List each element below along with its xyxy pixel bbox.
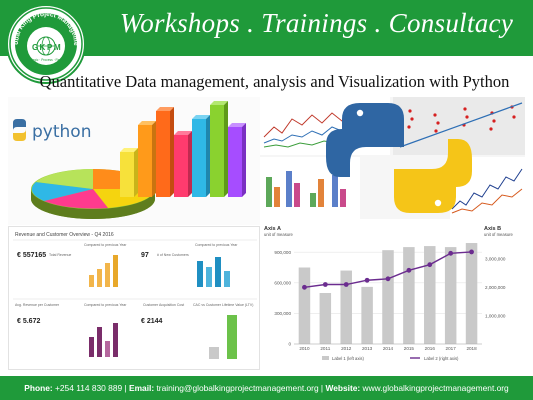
- logo-initial-m: M: [54, 43, 61, 52]
- x-tick-label-2012: 2012: [341, 346, 352, 351]
- email-label: Email:: [129, 383, 155, 393]
- bar-2012: [340, 270, 352, 344]
- logo-initial-g: G: [32, 43, 38, 52]
- legend-bar-swatch: [322, 356, 329, 360]
- bar-2011: [319, 293, 332, 344]
- x-tick-label-2016: 2016: [425, 346, 436, 351]
- python-3d-charts-image: python: [8, 97, 260, 225]
- line-point-2013: [364, 277, 370, 283]
- bar-2017: [444, 247, 457, 344]
- legend-bar-label: Label 1 (left axis): [332, 356, 364, 361]
- kpi-value-total-revenue: € 557165: [17, 252, 46, 259]
- bar-2010: [298, 267, 311, 344]
- axis-b-unit: unit of measure: [484, 232, 514, 237]
- logo-initial-p: P: [47, 43, 53, 52]
- logo-tagline: Strategic · Process · Results: [26, 58, 67, 62]
- axis-b-title: Axis B: [484, 226, 501, 232]
- bar-2013: [361, 286, 373, 344]
- kpi-label-cac: Customer Acquisition Cost: [143, 303, 184, 307]
- line-point-2014: [385, 276, 391, 282]
- kpi-label-new-customers: # of New Customers: [157, 253, 189, 257]
- axis-a-title: Axis A: [264, 226, 281, 232]
- header-title: Workshops . Trainings . Consultacy: [119, 8, 514, 38]
- python-logo-large-icon: [326, 103, 472, 213]
- website-label: Website:: [325, 383, 361, 393]
- dashboard-bars-avg-revenue: [89, 323, 118, 357]
- globe-icon: [36, 36, 56, 56]
- line-point-2017: [448, 250, 454, 256]
- axis-a-unit: unit of measure: [264, 232, 294, 237]
- x-tick-label-2017: 2017: [446, 346, 457, 351]
- website-link[interactable]: www.globalkingprojectmanagement.org: [362, 383, 509, 393]
- x-tick-label-2011: 2011: [320, 346, 330, 351]
- dashboard-title: Revenue and Customer Overview - Q4 2016: [15, 232, 114, 238]
- kpi-label-total-revenue: Total Revenue: [49, 253, 71, 257]
- section-label-2: Compared to previous Year: [195, 243, 238, 247]
- bar-2016: [424, 246, 436, 344]
- page-subtitle: Quantitative Data management, analysis a…: [39, 72, 510, 91]
- section-label-1: Compared to previous Year: [84, 243, 127, 247]
- kpi-value-avg-revenue: € 5.672: [17, 318, 40, 325]
- dashboard-image: Revenue and Customer Overview - Q4 2016 …: [8, 226, 260, 370]
- y-left-tick-label: 300,000: [274, 311, 291, 316]
- y-right-tick-label: 3,000,000: [485, 257, 506, 262]
- plot-collage-image: [260, 97, 525, 219]
- line-point-2012: [343, 282, 349, 287]
- bar-2015: [403, 247, 415, 344]
- combo-chart-panel: Axis A unit of measure Axis B unit of me…: [260, 222, 525, 370]
- gkpm-logo: Global King Project Management G K P M S…: [6, 4, 86, 84]
- dashboard-bars-revenue: [89, 255, 118, 287]
- contact-footer: Phone: +254 114 830 889 | Email: trainin…: [0, 376, 533, 400]
- x-tick-label-2010: 2010: [299, 346, 310, 351]
- y-right-tick-label: 1,000,000: [485, 313, 506, 318]
- bar-2014: [382, 250, 394, 344]
- kpi-label-avg-revenue: Avg. Revenue per Customer: [15, 303, 60, 307]
- dashboard-bars-customers: [197, 257, 230, 287]
- y-left-tick-label: 600,000: [274, 280, 291, 285]
- x-tick-label-2014: 2014: [383, 346, 394, 351]
- line-point-2016: [427, 262, 433, 268]
- legend-line-label: Label 2 (right axis): [424, 356, 459, 361]
- line-point-2010: [302, 284, 307, 290]
- line-point-2015: [406, 267, 412, 273]
- python-logo-icon: [13, 119, 26, 141]
- email-address[interactable]: training@globalkingprojectmanagement.org: [156, 383, 319, 393]
- header-band: [0, 0, 533, 56]
- line-point-2018: [469, 249, 474, 255]
- logo-initial-k: K: [40, 43, 46, 52]
- kpi-value-new-customers: 97: [141, 252, 149, 259]
- combo-chart: Axis A unit of measure Axis B unit of me…: [264, 226, 514, 361]
- phone-label: Phone:: [24, 383, 53, 393]
- y-left-tick-label: 900,000: [274, 250, 291, 255]
- x-tick-label-2015: 2015: [404, 346, 415, 351]
- python-word: python: [32, 122, 91, 142]
- section-label-3: Compared to previous Year: [84, 303, 127, 307]
- x-tick-label-2013: 2013: [362, 346, 373, 351]
- bar-2018: [465, 243, 478, 344]
- bar-3d-graphic: [120, 101, 246, 197]
- y-right-tick-label: 2,000,000: [485, 285, 506, 290]
- y-left-tick-label: 0: [288, 342, 291, 347]
- section-label-4: CAC vs Customer Lifetime Value (LTV): [193, 303, 253, 307]
- kpi-value-cac: € 2144: [141, 318, 163, 325]
- line-point-2011: [322, 282, 328, 287]
- dashboard-bars-ltv: [209, 315, 237, 359]
- phone-number[interactable]: +254 114 830 889: [55, 383, 123, 393]
- x-tick-label-2018: 2018: [466, 346, 477, 351]
